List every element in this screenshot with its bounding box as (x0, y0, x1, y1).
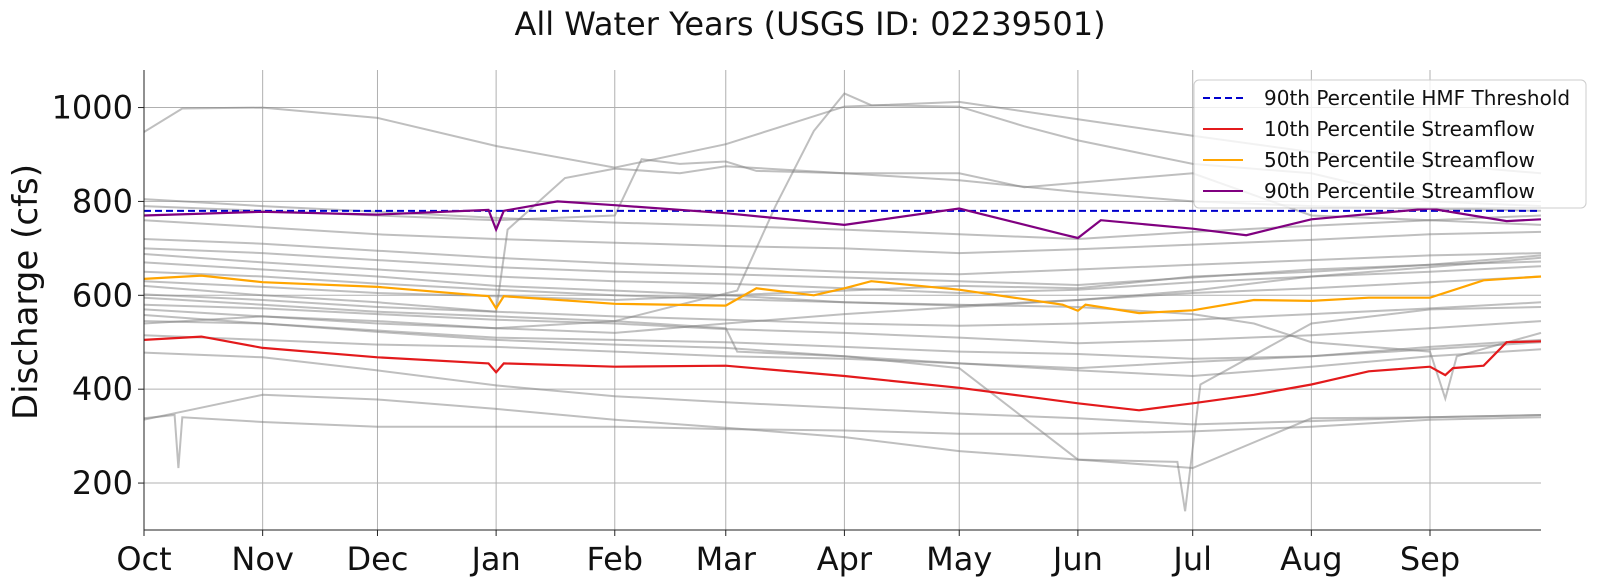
x-tick-label: Jan (469, 540, 520, 578)
axes (138, 70, 1541, 536)
water-year-line (143, 413, 1542, 469)
x-tick-label: Mar (696, 540, 757, 578)
x-tick-label: Feb (586, 540, 643, 578)
water-year-line (143, 303, 1542, 345)
x-tick-label: Apr (817, 540, 873, 578)
p10-line (143, 335, 1542, 412)
chart-title: All Water Years (USGS ID: 02239501) (514, 5, 1105, 43)
percentile-series (143, 200, 1542, 412)
water-year-line (143, 296, 1542, 512)
p90-line (143, 200, 1542, 240)
water-year-line (143, 254, 1542, 302)
water-year-line (143, 393, 1542, 470)
water-year-line (143, 256, 1542, 334)
y-tick-label: 400 (72, 370, 133, 408)
legend-label-p10: 10th Percentile Streamflow (1264, 117, 1535, 141)
legend: 90th Percentile HMF Threshold 10th Perce… (1193, 79, 1587, 209)
water-year-line (143, 320, 1542, 360)
x-tick-label: Jul (1171, 540, 1212, 578)
y-axis-label: Discharge (cfs) (6, 164, 46, 420)
water-year-line (143, 219, 1542, 255)
x-tick-label: Sep (1400, 540, 1460, 578)
x-tick-label: May (926, 540, 992, 578)
water-year-line (143, 261, 1542, 403)
p50-line (143, 274, 1542, 315)
y-tick-label: 1000 (52, 89, 133, 127)
y-tick-labels: 200 400 600 800 1000 (52, 89, 133, 503)
legend-label-threshold: 90th Percentile HMF Threshold (1264, 86, 1570, 110)
water-year-line (143, 247, 1542, 287)
legend-label-p90: 90th Percentile Streamflow (1264, 179, 1535, 203)
x-tick-labels: Oct Nov Dec Jan Feb Mar Apr May Jun Jul Aug Sep (116, 540, 1460, 578)
water-year-line (143, 334, 1542, 370)
x-tick-label: Oct (116, 540, 171, 578)
water-year-line (143, 293, 1542, 327)
y-tick-label: 600 (72, 276, 133, 314)
y-tick-label: 200 (72, 464, 133, 502)
x-tick-label: Aug (1280, 540, 1342, 578)
x-tick-label: Nov (231, 540, 293, 578)
legend-label-p50: 50th Percentile Streamflow (1264, 148, 1535, 172)
legend-frame (1193, 79, 1587, 209)
y-tick-label: 800 (72, 182, 133, 220)
x-tick-label: Jun (1051, 540, 1103, 578)
water-year-line (143, 238, 1542, 276)
water-year-line (143, 351, 1542, 426)
x-tick-label: Dec (347, 540, 409, 578)
